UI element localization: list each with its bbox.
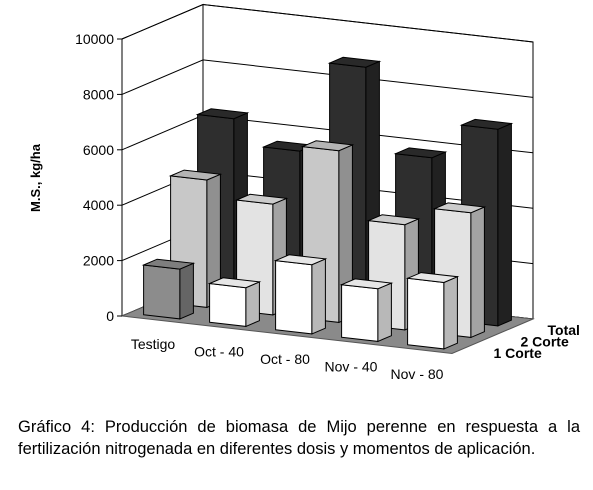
bar-top (234, 193, 289, 205)
bar-side (497, 122, 512, 327)
bar-chart-3d: 0 2000 4000 6000 8000 10000 Testigo Oct - 40 Oc… (28, 3, 580, 382)
series-label: 1 Corte (494, 345, 542, 361)
bar-top (327, 56, 382, 68)
bar-top (366, 214, 421, 226)
bar-front (143, 264, 181, 320)
series-label: Total (548, 322, 580, 338)
y-tick-label: 8000 (83, 86, 114, 102)
bar-top (459, 118, 514, 130)
bar (339, 278, 394, 343)
category-label: Oct - 40 (194, 343, 244, 359)
bar-top (195, 108, 250, 120)
y-tick-label: 10000 (75, 31, 114, 47)
bar-front (209, 282, 247, 327)
category-label: Nov - 80 (391, 366, 444, 382)
y-tick-label: 6000 (83, 142, 114, 158)
bar (405, 272, 460, 350)
bar-top (339, 278, 394, 290)
bar-top (168, 169, 223, 181)
bars (141, 56, 514, 350)
gridline (121, 59, 534, 98)
gridline (121, 3, 534, 43)
bar-top (432, 202, 487, 214)
figure-caption: Gráfico 4: Producción de biomasa de Mijo… (18, 418, 580, 458)
bar-top (141, 258, 196, 270)
axis-labels: Testigo Oct - 40 Oct - 80 Nov - 40 Nov - 80 1… (131, 322, 580, 382)
category-label: Testigo (131, 336, 176, 352)
y-tick-label: 0 (106, 308, 114, 324)
y-axis-title: M.S., kg/ha (28, 143, 43, 212)
bar-side (377, 282, 392, 343)
bar-side (245, 281, 260, 328)
category-label: Oct - 80 (260, 351, 310, 367)
bar-side (179, 262, 194, 320)
bar (141, 258, 196, 320)
bar (273, 254, 328, 335)
bar-front (407, 277, 445, 350)
y-tick-label: 2000 (83, 253, 114, 269)
bar (207, 277, 262, 328)
bar-front (275, 260, 313, 335)
bar-side (443, 275, 458, 350)
bar-top (207, 277, 262, 289)
bar-side (311, 258, 326, 335)
y-axis: 0 2000 4000 6000 8000 10000 (75, 31, 122, 324)
category-label: Nov - 40 (325, 358, 378, 374)
bar-side (470, 206, 485, 339)
bar-top (405, 272, 460, 284)
bar-top (300, 140, 355, 152)
bar-top (273, 254, 328, 266)
series-label: 2 Corte (521, 333, 569, 349)
bar-top (393, 147, 448, 159)
y-tick-label: 4000 (83, 197, 114, 213)
bar-front (341, 284, 379, 342)
